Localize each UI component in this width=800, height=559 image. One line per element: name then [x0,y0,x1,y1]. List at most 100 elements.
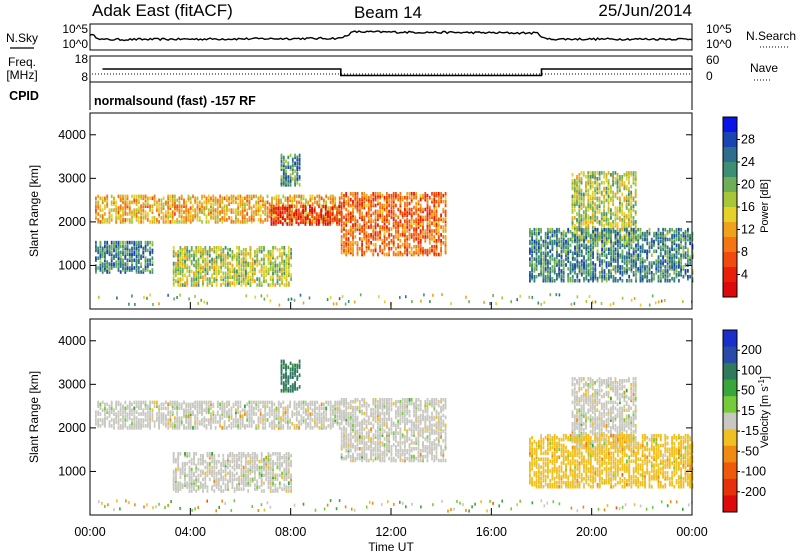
cell-power-cells-1695 [352,192,354,196]
cell-power-cells-3772 [637,248,639,252]
cell-power-cells-764 [323,199,325,203]
cell-power-cells-1690 [352,208,354,212]
cell-power-cells-1540 [325,222,327,226]
cell-power-cells-3906 [660,251,662,255]
cell-power-cells-1161 [238,266,240,270]
cell-power-cells-928 [193,272,195,276]
cell-vel-cells-465 [231,412,233,416]
cell-power-cells-278 [176,218,178,222]
cell-power-cells-2371 [442,229,444,233]
cell-power-cells-588 [267,206,269,210]
cell-vel-cells-77 [120,412,122,416]
cell-power-cells-2081 [404,223,406,227]
cell-power-cells-4007 [673,240,675,244]
cell-power-cells-981 [202,260,204,264]
cell-power-cells-3641 [617,269,619,273]
cell-power-cells-1872 [375,192,377,196]
cell-power-cells-994 [204,258,206,262]
cell-power-cells-396 [212,216,214,220]
cell-power-cells-2863 [612,171,614,175]
cell-power-cells-3778 [637,234,639,238]
cell-power-cells-2923 [619,175,621,179]
cell-power-cells-24 [102,208,104,212]
cell-power-cells-1075 [220,246,222,250]
cell-power-cells-1277 [261,250,263,254]
cell-power-cells-3274 [558,259,560,263]
cell-power-cells-478 [235,208,237,212]
cell-power-cells-208 [156,204,158,208]
cell-power-cells-2453 [292,163,294,167]
cell-power-cells-998 [204,246,206,250]
cell-power-cells-55 [111,195,113,199]
cell-power-cells-1616 [343,198,345,202]
cell-vel-cells-468 [233,424,235,428]
cell-power-cells-3992 [671,234,673,238]
cell-power-cells-681 [296,195,298,199]
cell-power-cells-2841 [610,208,612,212]
cell-power-cells-2823 [608,199,610,203]
cell-power-cells-447 [226,212,228,216]
cell-power-cells-2450 [292,171,294,175]
cell-power-cells-4431 [556,293,558,296]
cell-power-cells-2718 [594,171,596,175]
cell-power-cells-3341 [567,238,569,242]
cell-power-cells-1122 [232,281,234,285]
cell-power-cells-1287 [263,254,265,258]
cell-power-cells-455 [228,202,230,206]
cell-power-cells-2904 [617,173,619,177]
cell-power-cells-1513 [311,214,313,218]
cell-power-cells-3908 [660,246,662,250]
cell-power-cells-4363 [131,295,133,298]
cell-power-cells-2089 [404,196,406,200]
cell-power-cells-1356 [279,252,281,256]
cell-power-cells-3507 [594,244,596,248]
cell-power-cells-1108 [227,262,229,266]
cell-power-cells-4416 [468,300,470,303]
cell-power-cells-2569 [578,185,580,189]
cell-power-cells-3787 [640,265,642,269]
cell-power-cells-4437 [589,295,591,298]
cell-power-cells-2320 [436,245,438,249]
cell-power-cells-4244 [122,241,124,245]
cell-vel-cells-233 [165,422,167,426]
cell-power-cells-3314 [563,230,565,234]
cell-power-cells-3704 [626,228,628,232]
cell-power-cells-973 [200,246,202,250]
cell-power-cells-990 [204,268,206,272]
cell-power-cells-1958 [388,247,390,251]
cell-power-cells-1877 [377,223,379,227]
cell-power-cells-1518 [314,209,316,213]
cell-power-cells-3821 [644,232,646,236]
cell-power-cells-1453 [286,212,288,216]
cell-power-cells-1433 [277,216,279,220]
cell-power-cells-552 [255,195,257,199]
cell-power-cells-3069 [529,248,531,252]
cell-power-cells-1090 [225,275,227,279]
cell-power-cells-2710 [594,197,596,201]
cell-power-cells-201 [154,202,156,206]
cell-vel-cells-349 [197,416,199,420]
cell-power-cells-583 [264,201,266,205]
cell-power-cells-1795 [366,225,368,229]
cell-vel-cells-263 [174,424,176,428]
cell-power-cells-3071 [529,240,531,244]
cell-power-cells-3752 [635,277,637,281]
cell-power-cells-3824 [646,275,648,279]
cell-power-cells-1849 [372,202,374,206]
cell-power-cells-184 [147,202,149,206]
cell-power-cells-232 [165,220,167,224]
cell-power-cells-1440 [280,211,282,215]
cell-power-cells-1275 [261,264,263,268]
cell-vel-cells-411 [215,426,217,430]
cell-power-cells-1516 [311,207,313,211]
cell-power-cells-2216 [420,194,422,198]
cell-power-cells-1547 [327,222,329,226]
cell-vel-cells-420 [217,401,219,405]
cell-power-cells-6 [95,197,97,201]
cell-power-cells-1761 [361,212,363,216]
cell-vel-cells-225 [163,422,165,426]
cell-power-cells-3202 [547,242,549,246]
cell-power-cells-3200 [547,251,549,255]
cell-power-cells-246 [167,201,169,205]
cell-power-cells-1309 [270,266,272,270]
